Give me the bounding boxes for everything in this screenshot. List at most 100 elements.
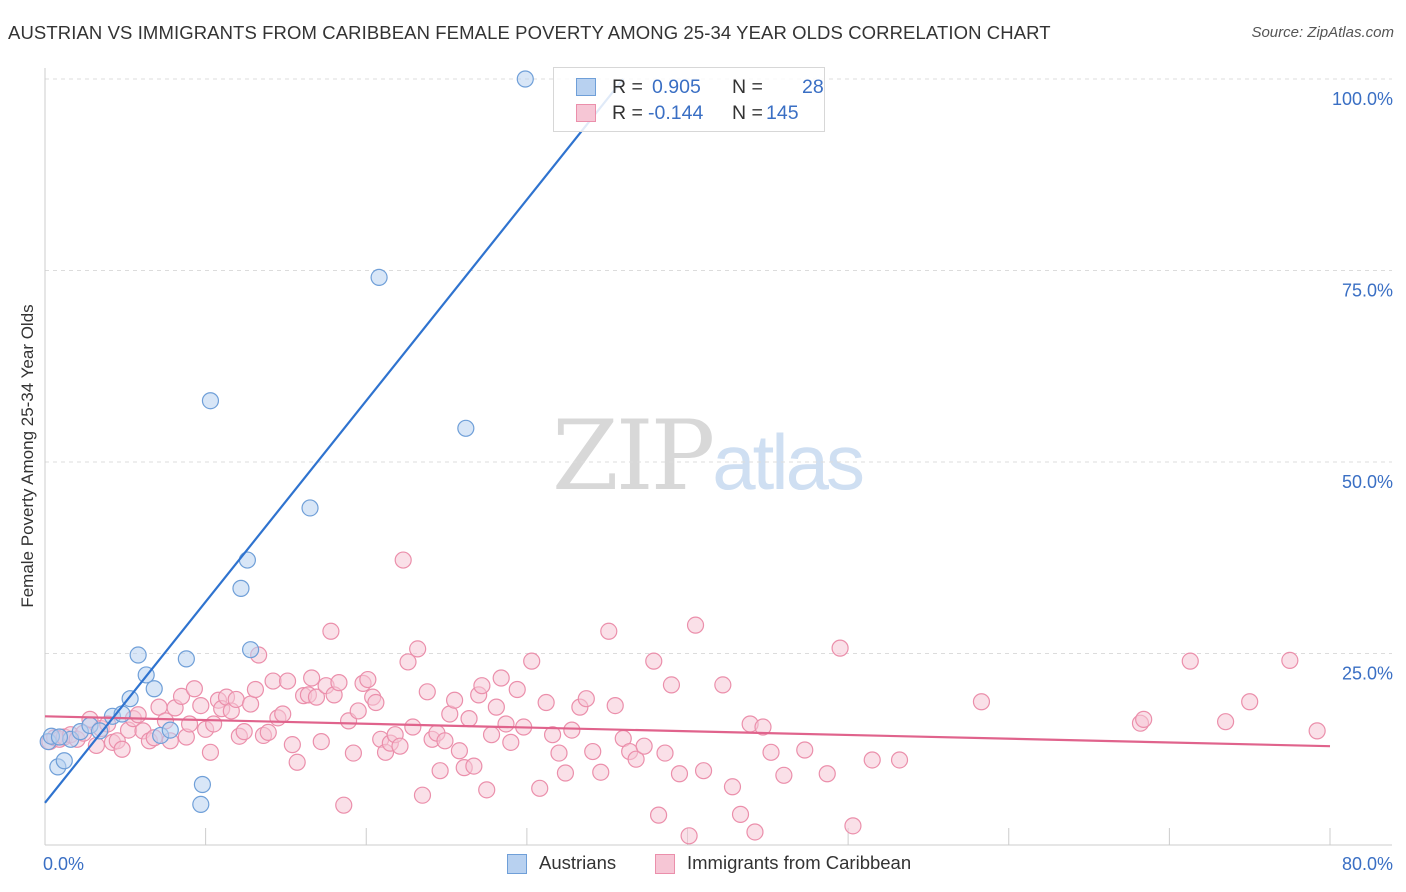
caribbean-point xyxy=(556,764,575,782)
caribbean-point xyxy=(714,676,732,694)
caribbean-point xyxy=(349,702,367,720)
caribbean-point xyxy=(680,827,698,845)
caribbean-point xyxy=(246,680,265,699)
austrian-point xyxy=(370,268,388,286)
caribbean-point xyxy=(436,732,454,750)
caribbean-point xyxy=(264,672,282,690)
legend-r-label: R = xyxy=(612,76,643,98)
legend-swatch-blue xyxy=(576,78,596,96)
austrian-point xyxy=(301,499,319,517)
caribbean-point xyxy=(431,762,449,780)
caribbean-point xyxy=(259,723,277,741)
caribbean-point xyxy=(201,743,220,761)
caribbean-point xyxy=(205,715,223,733)
caribbean-point xyxy=(890,751,909,769)
source-credit: Source: ZipAtlas.com xyxy=(1251,24,1394,41)
austrian-point xyxy=(177,650,195,668)
caribbean-point xyxy=(482,726,501,744)
caribbean-point xyxy=(645,652,663,670)
caribbean-point xyxy=(450,742,469,760)
y-tick-label: 100.0% xyxy=(1332,89,1393,109)
caribbean-point xyxy=(656,744,674,762)
caribbean-point xyxy=(796,741,814,759)
caribbean-point xyxy=(192,696,210,715)
caribbean-point xyxy=(694,762,713,780)
caribbean-point xyxy=(1135,710,1153,728)
caribbean-point xyxy=(172,687,191,705)
austrian-point xyxy=(55,752,73,770)
bottom-legend-label: Immigrants from Caribbean xyxy=(687,852,912,873)
bottom-legend-label: Austrians xyxy=(539,852,617,873)
caribbean-point xyxy=(478,781,496,799)
austrian-point xyxy=(129,646,147,664)
x-tick-label: 80.0% xyxy=(1342,854,1393,874)
watermark-zip: ZIP xyxy=(552,400,715,512)
y-axis-label: Female Poverty Among 25-34 Year Olds xyxy=(18,304,37,608)
caribbean-point xyxy=(227,690,245,709)
caribbean-point xyxy=(460,710,478,728)
austrian-point xyxy=(238,551,256,569)
caribbean-point xyxy=(606,696,624,715)
caribbean-point xyxy=(307,688,326,706)
caribbean-point xyxy=(972,693,991,711)
caribbean-point xyxy=(274,705,292,723)
caribbean-point xyxy=(1241,693,1259,711)
caribbean-point xyxy=(497,715,515,733)
caribbean-point xyxy=(465,757,483,775)
caribbean-point xyxy=(592,763,610,781)
caribbean-point xyxy=(367,693,385,712)
caribbean-point xyxy=(754,718,772,736)
legend-n-label: N = xyxy=(732,76,763,98)
legend-swatch-pink xyxy=(576,104,596,122)
legend-r-value: 0.905 xyxy=(652,76,701,98)
caribbean-point xyxy=(413,786,432,804)
caribbean-point xyxy=(344,744,362,762)
legend-n-value: 28 xyxy=(802,76,824,98)
bottom-legend-swatch-pink xyxy=(655,854,675,874)
caribbean-point xyxy=(670,765,689,783)
caribbean-point xyxy=(649,806,668,824)
caribbean-point xyxy=(577,690,595,708)
chart-title: AUSTRIAN VS IMMIGRANTS FROM CARIBBEAN FE… xyxy=(8,22,1051,43)
caribbean-point xyxy=(1308,722,1326,740)
y-tick-label: 50.0% xyxy=(1342,472,1393,492)
caribbean-point xyxy=(550,744,568,762)
x-tick-label: 0.0% xyxy=(43,854,84,874)
legend-n-label: N = xyxy=(732,102,763,124)
stats-legend: R = 0.905 N = 28 R = -0.144 N = 145 xyxy=(553,67,825,132)
austrian-point xyxy=(201,392,220,410)
legend-n-value: 145 xyxy=(766,102,799,124)
austrian-point xyxy=(457,419,475,437)
caribbean-point xyxy=(746,823,764,841)
caribbean-point xyxy=(762,743,780,761)
caribbean-point xyxy=(863,751,881,769)
caribbean-point xyxy=(399,653,417,671)
y-tick-label: 75.0% xyxy=(1342,281,1393,301)
caribbean-point xyxy=(113,740,131,758)
caribbean-point xyxy=(312,732,330,751)
caribbean-point xyxy=(283,736,301,754)
caribbean-point xyxy=(288,753,306,771)
caribbean-trend-line xyxy=(44,715,1331,748)
caribbean-point xyxy=(242,695,260,713)
caribbean-point xyxy=(335,796,353,814)
caribbean-point xyxy=(1181,652,1199,670)
austrian-point xyxy=(161,721,179,739)
caribbean-point xyxy=(394,551,412,569)
caribbean-point xyxy=(723,778,742,796)
caribbean-point xyxy=(818,765,836,783)
caribbean-point xyxy=(278,672,297,690)
caribbean-point xyxy=(831,639,849,657)
caribbean-point xyxy=(627,750,645,768)
austrian-point xyxy=(91,722,109,740)
legend-r-value: -0.144 xyxy=(648,102,704,124)
caribbean-point xyxy=(129,706,147,724)
caribbean-point xyxy=(330,674,348,692)
austrian-point xyxy=(516,70,534,88)
bottom-legend-swatch-blue xyxy=(507,854,527,874)
y-tick-label: 25.0% xyxy=(1342,664,1393,684)
caribbean-point xyxy=(492,669,510,687)
caribbean-point xyxy=(563,721,581,739)
austrian-point xyxy=(192,795,210,814)
